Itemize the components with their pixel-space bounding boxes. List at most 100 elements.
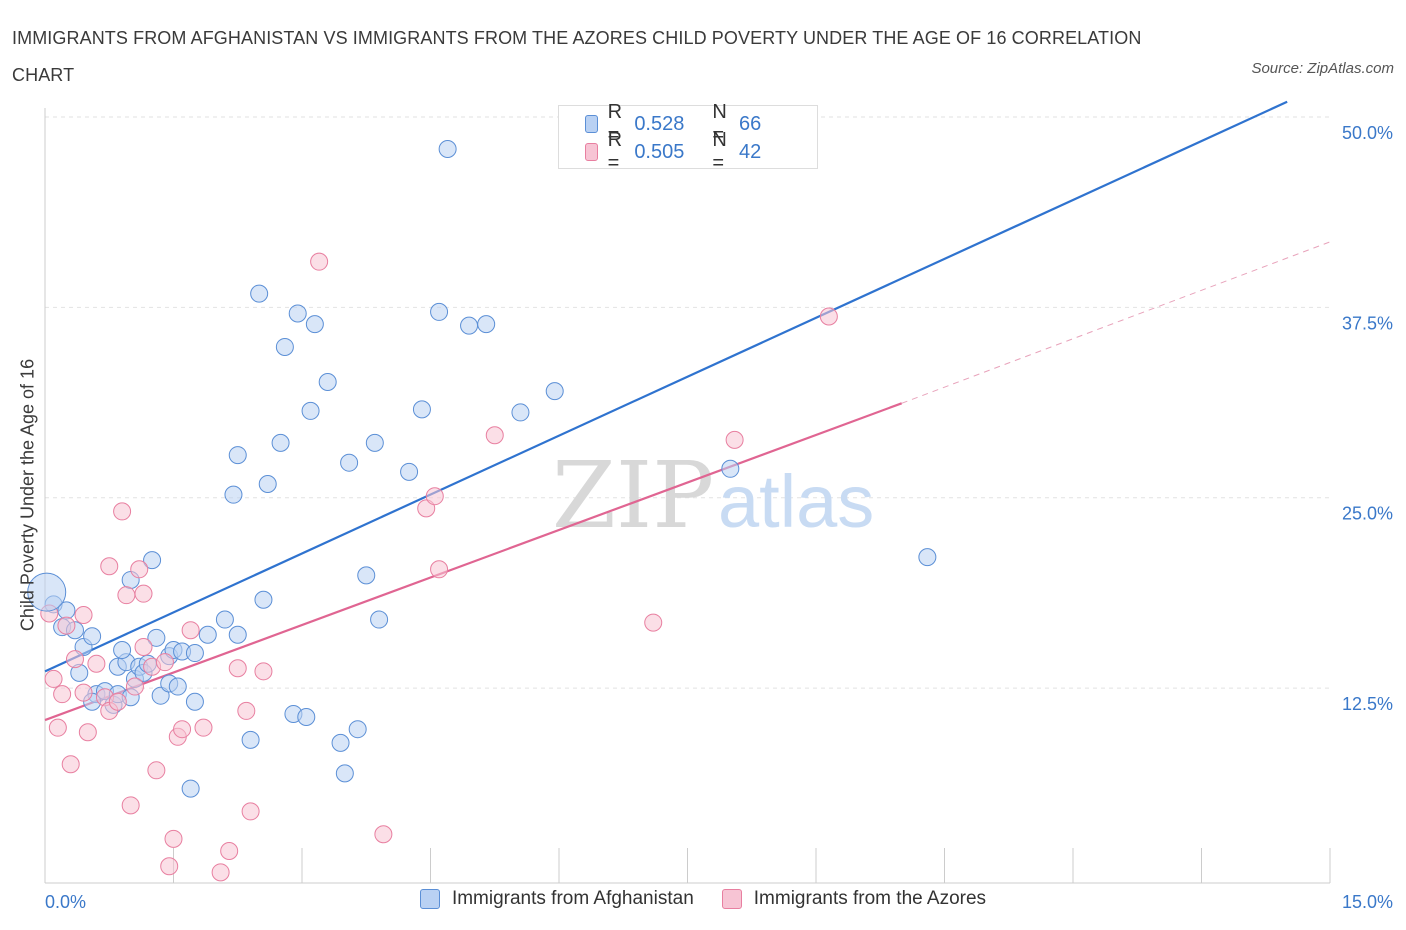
azores-point (147, 761, 166, 780)
azores-point (241, 802, 260, 821)
afghanistan-point (348, 720, 367, 739)
azores-point (134, 584, 153, 603)
series-legend: Immigrants from Afghanistan Immigrants f… (0, 888, 1406, 910)
azores-point (108, 692, 127, 711)
afghanistan-point (412, 400, 431, 419)
r-label: R = (607, 101, 623, 146)
afghanistan-point (168, 677, 187, 696)
azores-point (644, 613, 663, 632)
chart-title: IMMIGRANTS FROM AFGHANISTAN VS IMMIGRANT… (12, 28, 1142, 85)
r-label: R = (607, 129, 623, 174)
azores-swatch (585, 143, 598, 161)
azores-point (160, 857, 179, 876)
afghanistan-point (185, 692, 204, 711)
afghanistan-point (83, 627, 102, 646)
source-label: Source: ZipAtlas.com (1251, 60, 1394, 77)
afghanistan-point (370, 610, 389, 629)
y-tick-label: 37.5% (1342, 313, 1393, 333)
legend-item-azores[interactable]: Immigrants from the Azores (721, 888, 987, 910)
x-tick-label: 15.0% (1342, 892, 1393, 912)
azores-point (65, 650, 84, 669)
afghanistan-point (185, 644, 204, 663)
afghanistan-point (288, 304, 307, 323)
azores-point (130, 560, 149, 579)
azores-trend-line (44, 402, 903, 722)
watermark: ZIP atlas (552, 442, 874, 549)
azores-swatch (721, 889, 742, 909)
azores-point (417, 499, 436, 518)
afghanistan-point (511, 403, 530, 422)
afghanistan-point (147, 628, 166, 647)
afghanistan-point (357, 566, 376, 585)
r-value: 0.528 (634, 112, 685, 135)
afghanistan-point (258, 475, 277, 494)
n-value: 66 (739, 112, 762, 135)
azores-point (87, 654, 106, 673)
azores-point (430, 560, 449, 579)
afghanistan-point (271, 433, 290, 452)
azores-point (53, 685, 72, 704)
azores-point (374, 825, 393, 844)
azores-point (254, 662, 273, 681)
stats-legend: R = 0.528 N = 66 R = 0.505 N = 42 (558, 101, 818, 174)
watermark-atlas: atlas (718, 460, 874, 543)
afghanistan-point (335, 764, 354, 783)
afghanistan-point (250, 284, 269, 303)
afghanistan-point (438, 139, 457, 158)
azores-point (194, 718, 213, 737)
afghanistan-point (228, 625, 247, 644)
afghanistan-point (340, 453, 359, 472)
n-label: N = (712, 101, 727, 146)
stats-row-azores: R = 0.505 N = 42 (585, 129, 817, 174)
azores-point (48, 718, 67, 737)
afghanistan-point (254, 590, 273, 609)
azores-point (113, 502, 132, 521)
azores-point (100, 557, 119, 576)
azores-point (74, 605, 93, 624)
tick-labels: 12.5% 25.0% 37.5% 50.0% 0.0% 15.0% (45, 123, 1393, 912)
afghanistan-point (721, 459, 740, 478)
legend-label: Immigrants from the Azores (753, 888, 987, 909)
azores-point (819, 307, 838, 326)
azores-point (220, 842, 239, 861)
axes (44, 108, 1331, 884)
y-axis-label: Child Poverty Under the Age of 16 (17, 358, 38, 632)
afghanistan-point (198, 625, 217, 644)
azores-point (134, 637, 153, 656)
azores-point (181, 621, 200, 640)
y-tick-label: 25.0% (1342, 504, 1393, 524)
afghanistan-point (918, 548, 937, 567)
azores-point (117, 586, 136, 605)
azores-point (125, 677, 144, 696)
afghanistan-swatch (585, 115, 598, 133)
afghanistan-point (331, 733, 350, 752)
afghanistan-point (301, 401, 320, 420)
y-tick-label: 12.5% (1342, 694, 1393, 714)
azores-point (121, 796, 140, 815)
afghanistan-point (151, 686, 170, 705)
azores-point (74, 683, 93, 702)
afghanistan-point (275, 337, 294, 356)
afghanistan-point (430, 302, 449, 321)
afghanistan-point (113, 641, 132, 660)
azores-point (57, 616, 76, 635)
azores-point (61, 755, 80, 774)
trend-lines (44, 100, 1331, 722)
n-value: 42 (739, 140, 762, 163)
y-tick-label: 50.0% (1342, 123, 1393, 143)
azores-point (78, 723, 97, 742)
afghanistan-point (318, 372, 337, 391)
legend-item-afghanistan[interactable]: Immigrants from Afghanistan (419, 888, 694, 910)
n-label: N = (712, 129, 727, 174)
grid-lines (45, 116, 1330, 689)
legend-label: Immigrants from Afghanistan (451, 888, 694, 909)
afghanistan-point (400, 462, 419, 481)
afghanistan-trend-line (44, 100, 1288, 673)
stats-row-afghanistan: R = 0.528 N = 66 (585, 101, 817, 146)
azores-point (211, 863, 230, 882)
afghanistan-swatch (419, 889, 440, 909)
afghanistan-point (460, 316, 479, 335)
afghanistan-point (297, 708, 316, 727)
afghanistan-point (365, 433, 384, 452)
afghanistan-point (215, 610, 234, 629)
